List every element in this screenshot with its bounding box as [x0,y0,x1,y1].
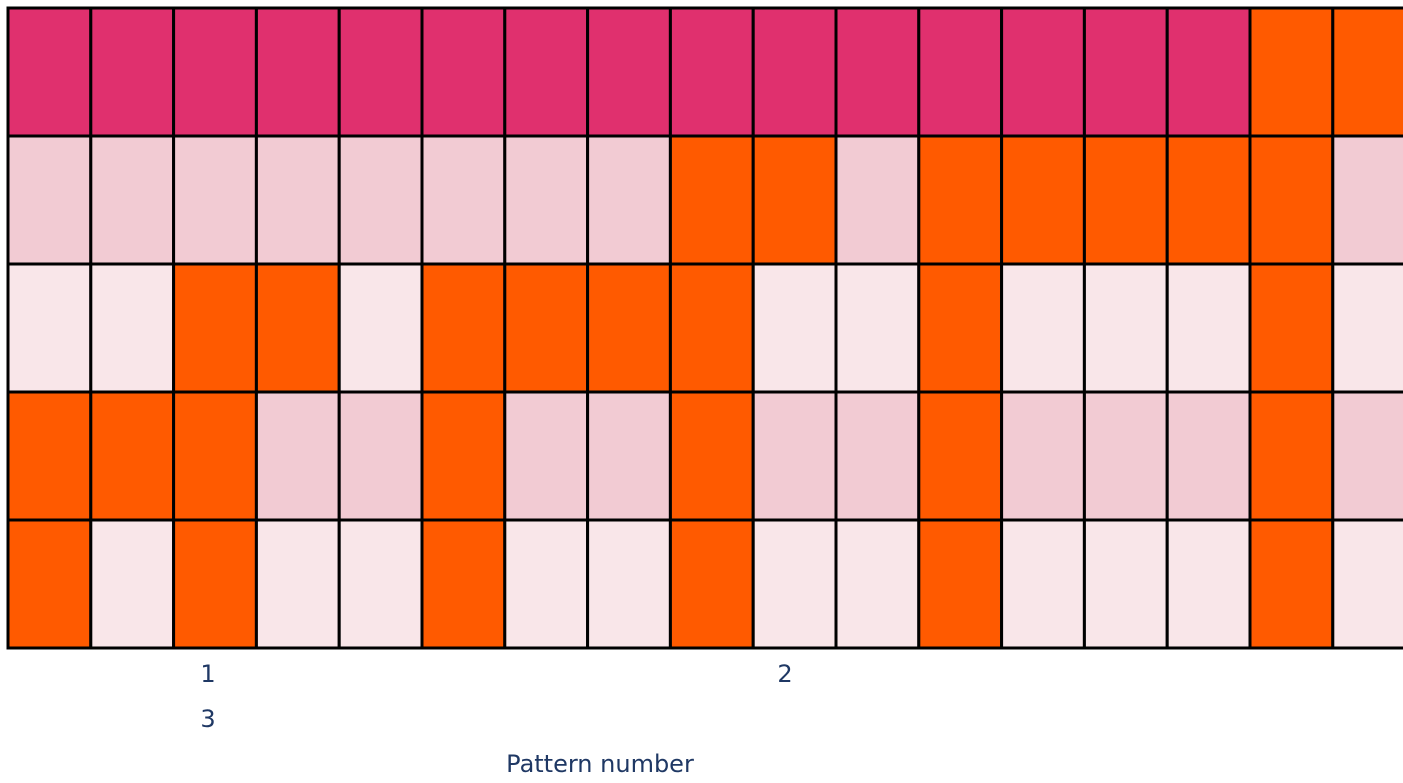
grid-cell [503,390,590,522]
grid-cell [420,390,507,522]
grid-cell [1331,262,1403,394]
grid-cell [1331,134,1403,266]
grid-cell [172,262,258,394]
grid-cell [6,134,93,266]
grid-cell [337,518,424,650]
grid-cell [1331,518,1403,650]
grid-cell [1248,134,1335,266]
grid-cell [420,134,507,266]
grid-cell [1331,6,1403,138]
grid-cell [834,262,921,394]
grid-cell [751,6,838,138]
grid-cell [6,262,93,394]
grid-cell [1248,6,1335,138]
grid-cell [1082,6,1169,138]
grid-cell [1000,390,1086,522]
grid-cell [420,6,507,138]
grid-cell [1248,518,1335,650]
grid-cell [917,390,1004,522]
grid-cell [89,134,176,266]
grid-cell [1082,390,1169,522]
grid-cell [834,6,921,138]
grid-cell [1000,6,1086,138]
grid-cell [586,262,672,394]
grid-cell [1165,262,1252,394]
grid-cell [89,518,176,650]
grid-cell [751,518,838,650]
grid-cell [420,518,507,650]
pattern-label: 3 [200,705,215,733]
grid-cell [1000,134,1086,266]
grid-cell [1331,390,1403,522]
pattern-grid [6,6,1403,650]
grid-cell [89,262,176,394]
grid-cell [89,6,176,138]
grid-cell [254,262,341,394]
grid-cell [1082,134,1169,266]
axis-label: Pattern number [506,750,694,778]
grid-cell [1000,262,1086,394]
grid-cell [1165,6,1252,138]
grid-cell [1082,262,1169,394]
grid-cell [254,390,341,522]
grid-cell [89,390,176,522]
pattern-label: 1 [200,660,215,688]
grid-cell [586,6,672,138]
grid-cell [337,6,424,138]
grid-cell [834,390,921,522]
grid-cell [1000,518,1086,650]
grid-cell [1248,262,1335,394]
grid-cell [834,518,921,650]
grid-cell [503,134,590,266]
grid-cell [172,6,258,138]
grid-cell [337,390,424,522]
grid-cell [668,518,755,650]
grid-cell [834,134,921,266]
grid-cell [917,262,1004,394]
grid-cell [1165,390,1252,522]
grid-cell [751,262,838,394]
grid-cell [172,390,258,522]
grid-cell [503,6,590,138]
grid-cell [503,518,590,650]
grid-cell [337,262,424,394]
grid-cell [337,134,424,266]
grid-cell [172,134,258,266]
grid-cell [586,518,672,650]
grid-cell [668,134,755,266]
grid-cell [420,262,507,394]
grid-cell [1165,518,1252,650]
grid-cell [254,518,341,650]
grid-cell [751,390,838,522]
grid-cell [917,518,1004,650]
grid-cell [1248,390,1335,522]
grid-cell [6,6,93,138]
grid-cell [1165,134,1252,266]
grid-cell [254,6,341,138]
grid-cell [6,518,93,650]
grid-cell [503,262,590,394]
grid-cell [586,134,672,266]
grid-cell [586,390,672,522]
grid-cell [668,6,755,138]
grid-cell [917,6,1004,138]
grid-cell [668,262,755,394]
grid-cell [668,390,755,522]
grid-cell [172,518,258,650]
grid-cell [254,134,341,266]
grid-cell [917,134,1004,266]
grid-cell [1082,518,1169,650]
grid-cell [6,390,93,522]
pattern-label: 2 [777,660,792,688]
grid-cell [751,134,838,266]
